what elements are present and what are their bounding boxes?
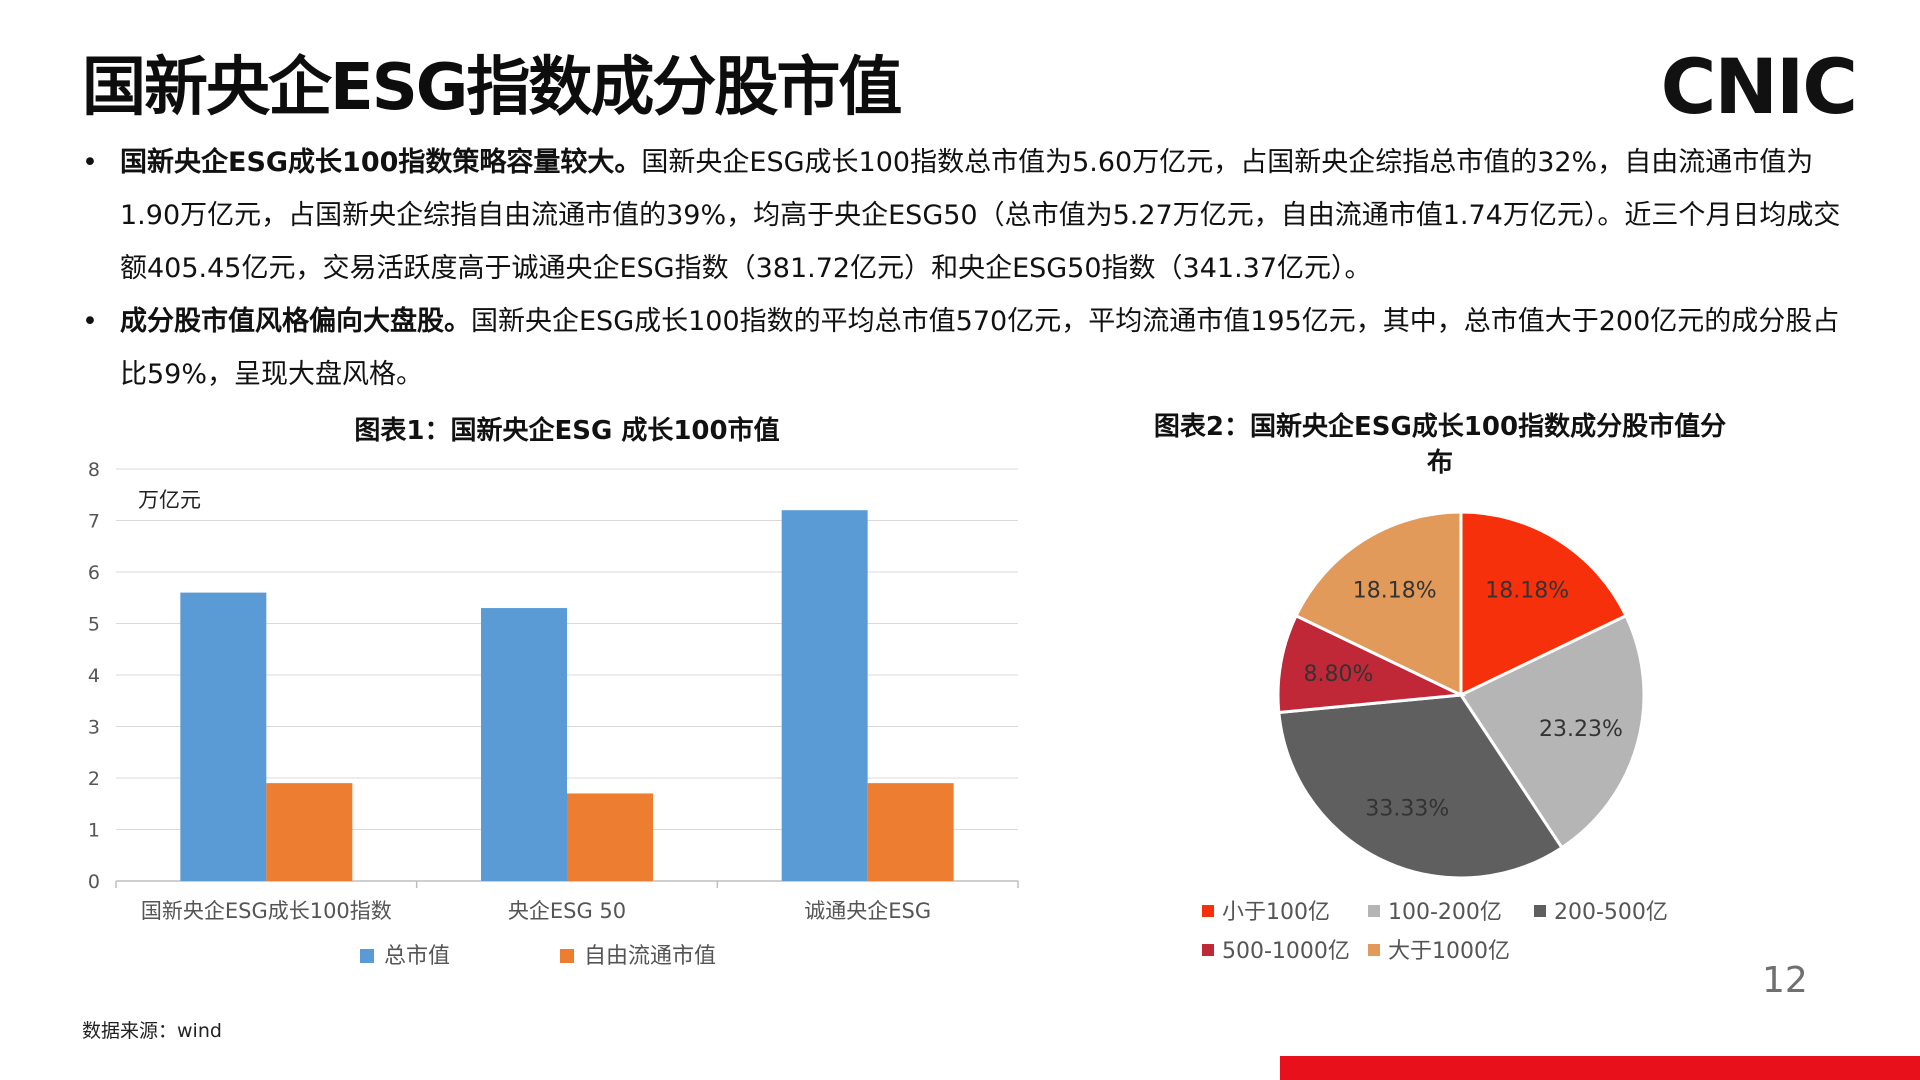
- legend-label: 大于1000亿: [1388, 939, 1510, 964]
- slice-data-label: 18.18%: [1485, 579, 1569, 604]
- y-tick-label: 1: [88, 820, 100, 842]
- bar-total-cap: [781, 510, 868, 881]
- y-tick-label: 0: [88, 871, 100, 893]
- cnic-logo: CNIC: [1660, 42, 1858, 131]
- bullet-item-capacity: • 国新央企ESG成长100指数策略容量较大。国新央企ESG成长100指数总市值…: [82, 136, 1852, 295]
- bar-total-cap: [180, 592, 267, 881]
- chart-title-line-2: 布: [1427, 448, 1453, 478]
- bar-float-cap: [266, 783, 353, 881]
- legend-label: 100-200亿: [1388, 900, 1502, 925]
- legend-swatch: [1368, 944, 1380, 956]
- legend-swatch: [360, 949, 374, 963]
- y-tick-label: 8: [88, 459, 100, 481]
- page-number: 12: [1762, 960, 1808, 1001]
- bullet-text: 国新央企ESG成长100指数总市值为5.60万亿元，占国新央企综指总市值的32%…: [120, 147, 1841, 284]
- slice-data-label: 33.33%: [1365, 796, 1449, 821]
- legend-swatch: [1534, 905, 1546, 917]
- legend-swatch: [1202, 905, 1214, 917]
- pie-slice: [1276, 613, 1467, 715]
- y-tick-label: 6: [88, 562, 100, 584]
- bar-total-cap: [481, 608, 567, 881]
- slice-data-label: 23.23%: [1539, 717, 1623, 742]
- x-tick-label: 诚通央企ESG: [804, 899, 931, 923]
- bullet-dot-icon: •: [82, 306, 98, 337]
- bullet-item-style: • 成分股市值风格偏向大盘股。国新央企ESG成长100指数的平均总市值570亿元…: [82, 295, 1852, 401]
- legend-label: 小于100亿: [1222, 900, 1330, 925]
- pie-slice: [1458, 613, 1646, 850]
- legend-swatch: [1202, 944, 1214, 956]
- pie-slice: [1459, 510, 1628, 698]
- market-cap-bar-chart: 图表1：国新央企ESG 成长100市值 0 1 2 3 4 5 6 7 8 万亿元国新央企ESG成长…: [88, 415, 1019, 969]
- bullet-list: • 国新央企ESG成长100指数策略容量较大。国新央企ESG成长100指数总市值…: [82, 136, 1852, 401]
- pie-slice: [1294, 510, 1463, 698]
- bar-float-cap: [567, 793, 653, 881]
- y-tick-label: 2: [88, 768, 100, 790]
- legend-swatch: [560, 949, 574, 963]
- unit-label: 万亿元: [138, 488, 201, 512]
- y-tick-label: 3: [88, 717, 100, 739]
- page-title: 国新央企ESG指数成分股市值: [82, 51, 902, 125]
- slice-data-label: 18.18%: [1353, 579, 1437, 604]
- x-tick-label: 国新央企ESG成长100指数: [141, 899, 392, 923]
- legend-label: 500-1000亿: [1222, 939, 1350, 964]
- pie-slice: [1277, 693, 1564, 880]
- bar-float-cap: [867, 783, 954, 881]
- legend-label: 总市值: [384, 944, 450, 969]
- y-tick-label: 5: [88, 614, 100, 636]
- slice-data-label: 8.80%: [1304, 662, 1374, 687]
- bullet-text: 国新央企ESG成长100指数的平均总市值570亿元，平均流通市值195亿元，其中…: [120, 306, 1840, 390]
- bullet-dot-icon: •: [82, 147, 98, 178]
- x-tick-label: 央企ESG 50: [508, 899, 626, 923]
- y-tick-label: 7: [88, 511, 100, 533]
- data-source-note: 数据来源：wind: [82, 1020, 222, 1042]
- legend-swatch: [1368, 905, 1380, 917]
- chart-title: 图表1：国新央企ESG 成长100市值: [354, 415, 779, 446]
- footer-accent-bar: [1280, 1056, 1920, 1080]
- bullet-heading: 国新央企ESG成长100指数策略容量较大。: [120, 147, 642, 178]
- chart-title-line-1: 图表2：国新央企ESG成长100指数成分股市值分: [1154, 411, 1726, 442]
- bullet-heading: 成分股市值风格偏向大盘股。: [120, 306, 471, 337]
- y-tick-label: 4: [88, 665, 100, 687]
- legend-label: 200-500亿: [1554, 900, 1668, 925]
- legend-label: 自由流通市值: [584, 944, 716, 969]
